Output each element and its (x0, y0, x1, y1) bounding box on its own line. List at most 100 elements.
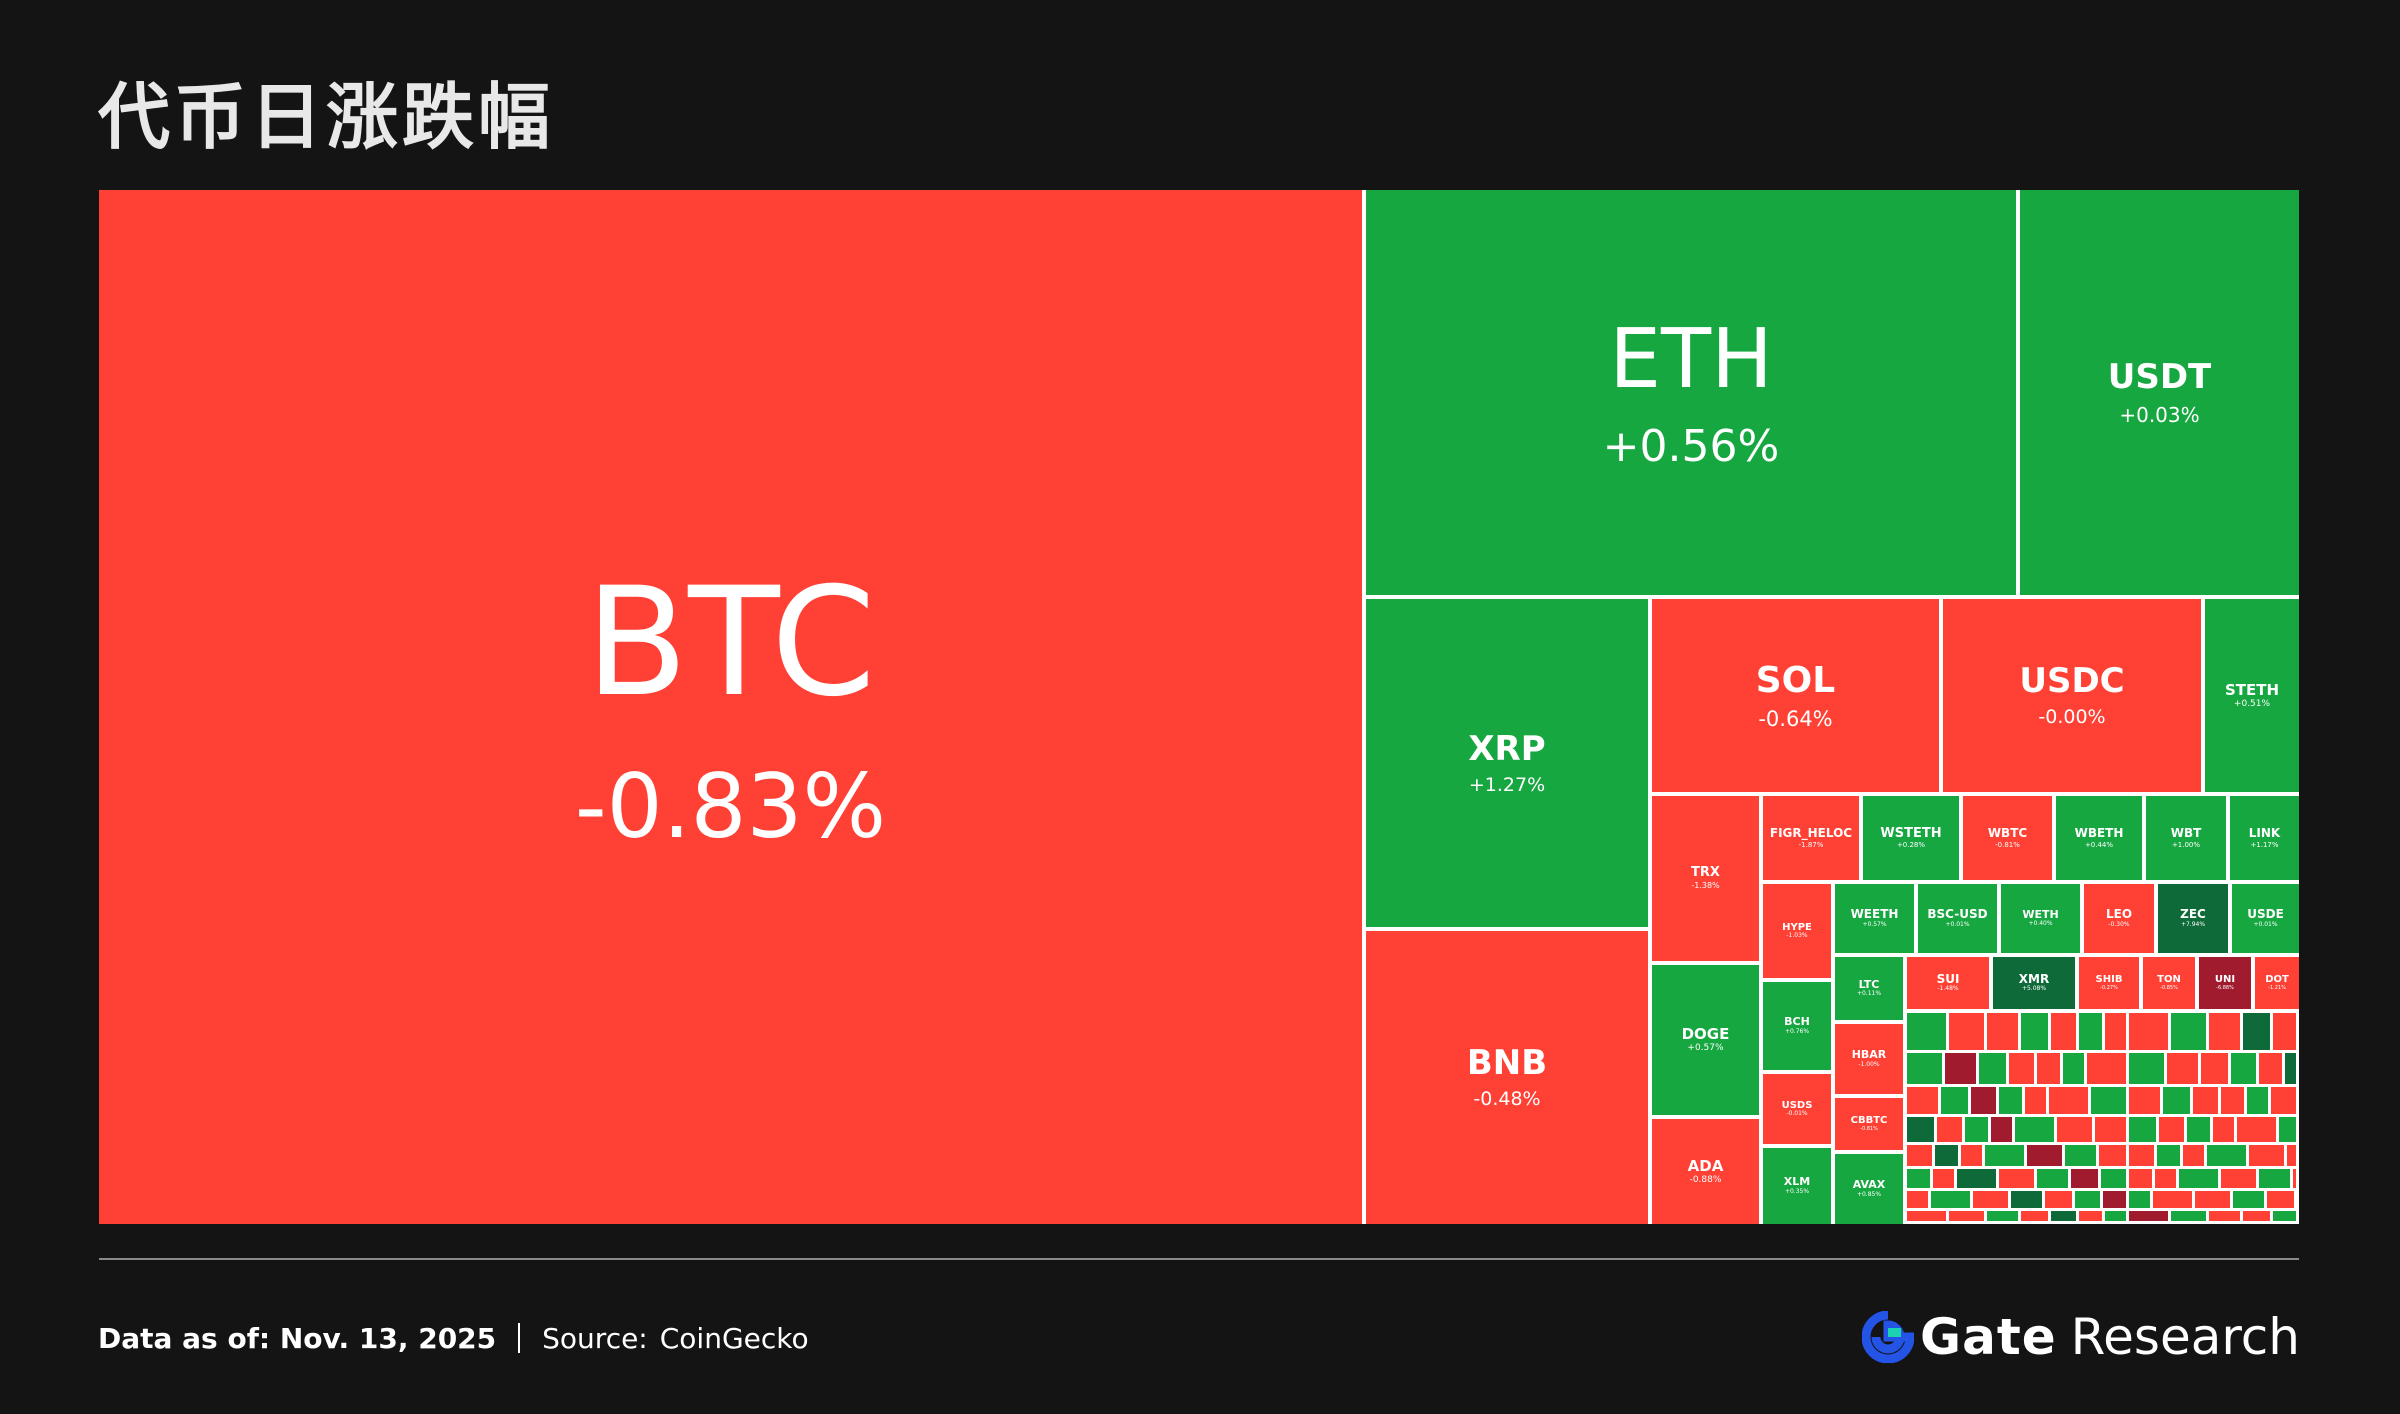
small-token-tile (1907, 1191, 1928, 1208)
tile-symbol: USDT (2107, 357, 2212, 398)
tile-change: +1.00% (2171, 840, 2201, 849)
small-token-tile (1991, 1117, 2012, 1142)
tile-change: +0.51% (2233, 698, 2271, 709)
tile-change: +0.76% (1784, 1027, 1810, 1035)
small-token-tile (1907, 1117, 1934, 1142)
tile-avax: AVAX +0.85% (1835, 1154, 1903, 1224)
small-token-tile (2247, 1087, 2268, 1114)
tile-symbol: LEO (2105, 907, 2133, 922)
small-token-tile (2167, 1053, 2198, 1084)
source-label: Source: (542, 1321, 648, 1355)
small-token-tile (2233, 1191, 2264, 1208)
tile-symbol: BNB (1466, 1043, 1548, 1084)
small-token-tile (2259, 1053, 2282, 1084)
tile-symbol: USDC (2019, 661, 2125, 702)
tile-leo: LEO -0.30% (2084, 884, 2154, 953)
tile-symbol: AVAX (1852, 1178, 1886, 1192)
tile-change: +0.85% (1856, 1190, 1882, 1198)
tile-sui: SUI -1.48% (1907, 957, 1989, 1009)
tile-steth: STETH +0.51% (2205, 599, 2299, 792)
small-token-tile (2079, 1013, 2102, 1050)
footer-separator (518, 1323, 521, 1353)
small-token-tile (1949, 1013, 1984, 1050)
small-token-tile (2207, 1145, 2246, 1166)
tile-change: +5.08% (2021, 985, 2047, 993)
tile-symbol: ZEC (2180, 907, 2206, 922)
small-token-tile (2153, 1191, 2192, 1208)
tile-change: -0.48% (1473, 1088, 1541, 1111)
small-token-tile (2051, 1211, 2076, 1221)
small-token-tile (1985, 1145, 2024, 1166)
gate-research-logo: Gate Research (1862, 1302, 2300, 1372)
small-token-tile (2129, 1053, 2164, 1084)
tile-symbol: SUI (1936, 971, 1960, 986)
tile-usds: USDS -0.01% (1763, 1074, 1831, 1144)
tile-symbol: HYPE (1782, 921, 1812, 933)
tile-symbol: XRP (1468, 728, 1546, 769)
small-token-tile (2221, 1169, 2256, 1188)
tile-ada: ADA -0.88% (1652, 1119, 1759, 1224)
small-token-tile (2105, 1211, 2126, 1221)
tile-change: +0.56% (1602, 420, 1780, 472)
small-token-tile (2259, 1169, 2290, 1188)
tile-change: +0.57% (1862, 920, 1887, 928)
small-token-tile (2037, 1053, 2060, 1084)
small-token-tile (1945, 1053, 1976, 1084)
small-token-tile (2087, 1053, 2126, 1084)
brand-name: Gate (1920, 1308, 2057, 1366)
tile-symbol: LTC (1858, 977, 1880, 991)
tile-change: -1.87% (1798, 840, 1824, 849)
small-token-tile (1987, 1211, 2018, 1221)
tile-weeth: WEETH +0.57% (1835, 884, 1914, 953)
tile-symbol: BSC-USD (1927, 907, 1988, 922)
small-token-tile (2015, 1117, 2054, 1142)
small-token-tile (1907, 1169, 1930, 1188)
source-value: CoinGecko (659, 1321, 809, 1355)
tile-xlm: XLM +0.35% (1763, 1148, 1831, 1224)
small-token-tile (2271, 1087, 2296, 1114)
small-token-tile (1965, 1117, 1988, 1142)
footer-info: Data as of: Nov. 13, 2025 Source: CoinGe… (98, 1318, 809, 1358)
tile-symbol: DOGE (1681, 1025, 1730, 1044)
tile-symbol: WETH (2022, 907, 2059, 921)
tile-link: LINK +1.17% (2230, 796, 2299, 880)
tile-change: -1.00% (1858, 1060, 1880, 1068)
small-token-tile (2287, 1145, 2296, 1166)
small-token-tile (2065, 1145, 2096, 1166)
tile-btc: BTC -0.83% (99, 190, 1362, 1224)
tile-change: +0.01% (1945, 920, 1970, 928)
tile-symbol: FIGR_HELOC (1769, 826, 1853, 841)
tile-symbol: ADA (1687, 1156, 1724, 1175)
tile-symbol: WBT (2170, 826, 2202, 841)
small-token-tile (2273, 1013, 2296, 1050)
small-token-tile (2009, 1053, 2034, 1084)
small-token-tile (1941, 1087, 1968, 1114)
tile-change: -0.27% (2100, 984, 2118, 991)
tile-change: -0.30% (2108, 920, 2130, 928)
tile-change: +1.27% (1468, 773, 1546, 796)
tile-wbtc: WBTC -0.81% (1963, 796, 2052, 880)
small-token-tile (2021, 1013, 2048, 1050)
tile-wbt: WBT +1.00% (2146, 796, 2226, 880)
small-token-tile (2179, 1169, 2218, 1188)
tile-change: +1.17% (2250, 840, 2279, 849)
small-token-tile (2079, 1211, 2102, 1221)
tile-change: +0.44% (2084, 840, 2114, 849)
small-token-tile (2075, 1191, 2100, 1208)
tile-change: -0.00% (2038, 706, 2106, 729)
tile-change: -1.38% (1691, 881, 1720, 891)
small-token-tile (1957, 1169, 1996, 1188)
small-token-tile (2129, 1013, 2168, 1050)
tile-change: -1.03% (1786, 932, 1808, 940)
tile-symbol: WBETH (2074, 826, 2124, 841)
small-token-tile (1933, 1169, 1954, 1188)
small-token-tile (2231, 1053, 2256, 1084)
tile-hype: HYPE -1.03% (1763, 884, 1831, 978)
tile-bsc-usd: BSC-USD +0.01% (1918, 884, 1997, 953)
small-token-tile (2105, 1013, 2126, 1050)
small-token-tile (2049, 1087, 2088, 1114)
tile-symbol: DOT (2265, 974, 2289, 986)
small-token-tile (2209, 1211, 2240, 1221)
tile-symbol: XMR (2018, 971, 2050, 986)
tile-change: -0.83% (574, 755, 887, 859)
